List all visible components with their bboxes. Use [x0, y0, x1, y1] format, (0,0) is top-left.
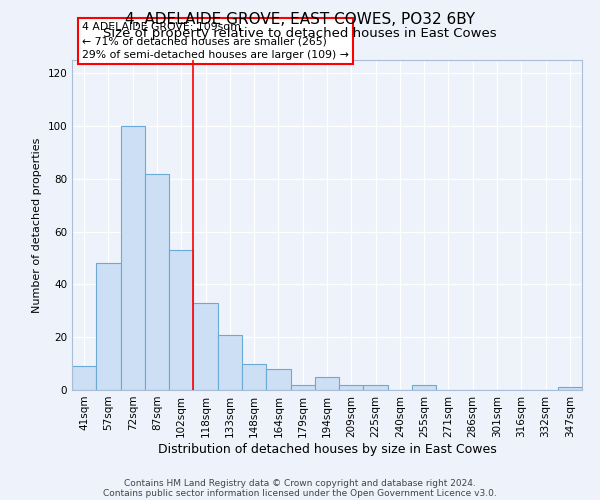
- Text: Contains public sector information licensed under the Open Government Licence v3: Contains public sector information licen…: [103, 488, 497, 498]
- Bar: [558, 388, 582, 390]
- Bar: [290, 384, 315, 390]
- Bar: [412, 384, 436, 390]
- Bar: [218, 334, 242, 390]
- Bar: [364, 384, 388, 390]
- Bar: [339, 384, 364, 390]
- Bar: [72, 366, 96, 390]
- Bar: [145, 174, 169, 390]
- Y-axis label: Number of detached properties: Number of detached properties: [32, 138, 42, 312]
- Bar: [96, 264, 121, 390]
- Bar: [169, 250, 193, 390]
- X-axis label: Distribution of detached houses by size in East Cowes: Distribution of detached houses by size …: [158, 442, 496, 456]
- Bar: [315, 377, 339, 390]
- Text: 4, ADELAIDE GROVE, EAST COWES, PO32 6BY: 4, ADELAIDE GROVE, EAST COWES, PO32 6BY: [125, 12, 475, 28]
- Bar: [266, 369, 290, 390]
- Text: Size of property relative to detached houses in East Cowes: Size of property relative to detached ho…: [103, 28, 497, 40]
- Bar: [242, 364, 266, 390]
- Bar: [121, 126, 145, 390]
- Text: 4 ADELAIDE GROVE: 109sqm
← 71% of detached houses are smaller (265)
29% of semi-: 4 ADELAIDE GROVE: 109sqm ← 71% of detach…: [82, 22, 349, 60]
- Text: Contains HM Land Registry data © Crown copyright and database right 2024.: Contains HM Land Registry data © Crown c…: [124, 478, 476, 488]
- Bar: [193, 303, 218, 390]
